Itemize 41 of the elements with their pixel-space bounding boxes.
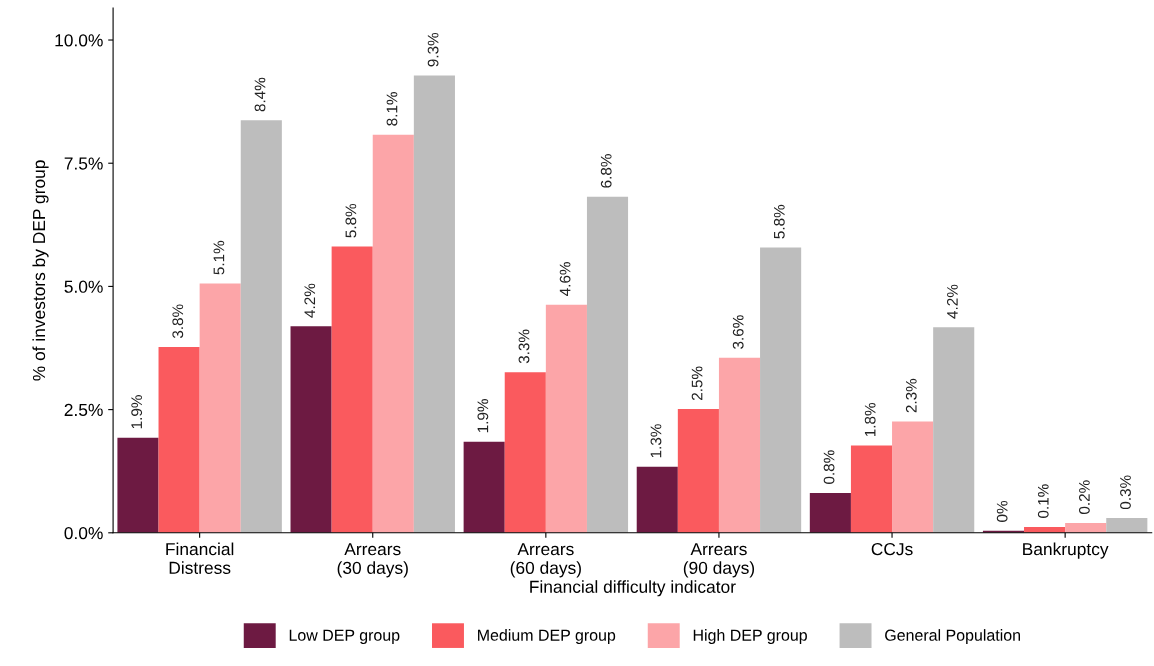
data-label: 1.3% xyxy=(650,424,662,458)
x-tick-label: Arrears (30 days) xyxy=(337,543,408,578)
data-label: 1.9% xyxy=(131,395,143,429)
data-label: 5.8% xyxy=(773,204,785,239)
data-label: 0.1% xyxy=(1037,484,1049,518)
data-label: 2.5% xyxy=(691,366,703,401)
legend-label: High DEP group xyxy=(693,629,807,644)
x-tick-label: Financial Distress xyxy=(166,542,234,574)
data-label: 1.9% xyxy=(477,399,489,433)
data-label: 8.4% xyxy=(254,77,266,112)
data-label: 3.3% xyxy=(518,329,530,364)
y-axis-title: % of investors by DEP group xyxy=(32,160,49,381)
y-tick-label: 10.0% xyxy=(55,34,103,47)
x-tick-label: Arrears (90 days) xyxy=(683,543,755,578)
legend-label: General Population xyxy=(885,629,1020,644)
data-label: 1.8% xyxy=(864,402,876,437)
data-label: 4.6% xyxy=(559,262,571,296)
legend-label: Medium DEP group xyxy=(478,629,616,644)
data-label: 9.3% xyxy=(427,32,439,67)
data-label: 0.8% xyxy=(823,450,835,484)
data-label: 0% xyxy=(996,500,1008,522)
data-label: 3.8% xyxy=(172,304,184,339)
y-tick-label: 7.5% xyxy=(64,157,103,170)
data-label: 2.3% xyxy=(905,378,917,413)
data-label: 6.8% xyxy=(600,154,612,188)
data-label: 0.2% xyxy=(1078,480,1090,515)
data-label: 0.3% xyxy=(1120,475,1131,510)
y-tick-label: 0.0% xyxy=(64,526,103,540)
x-axis-title: Financial difficulty indicator xyxy=(530,580,736,597)
data-label: 4.2% xyxy=(946,284,958,319)
x-tick-label: Bankruptcy xyxy=(1023,542,1109,559)
data-label: 5.8% xyxy=(345,203,357,238)
y-tick-label: 2.5% xyxy=(64,403,103,417)
data-label: 8.1% xyxy=(386,92,398,126)
data-label: 5.1% xyxy=(213,240,225,275)
x-tick-label: CCJs xyxy=(871,542,913,556)
data-label: 4.2% xyxy=(304,283,316,318)
legend-label: Low DEP group xyxy=(289,629,400,644)
x-tick-label: Arrears (60 days) xyxy=(510,543,581,578)
data-label: 3.6% xyxy=(732,315,744,349)
y-tick-label: 5.0% xyxy=(64,280,103,293)
